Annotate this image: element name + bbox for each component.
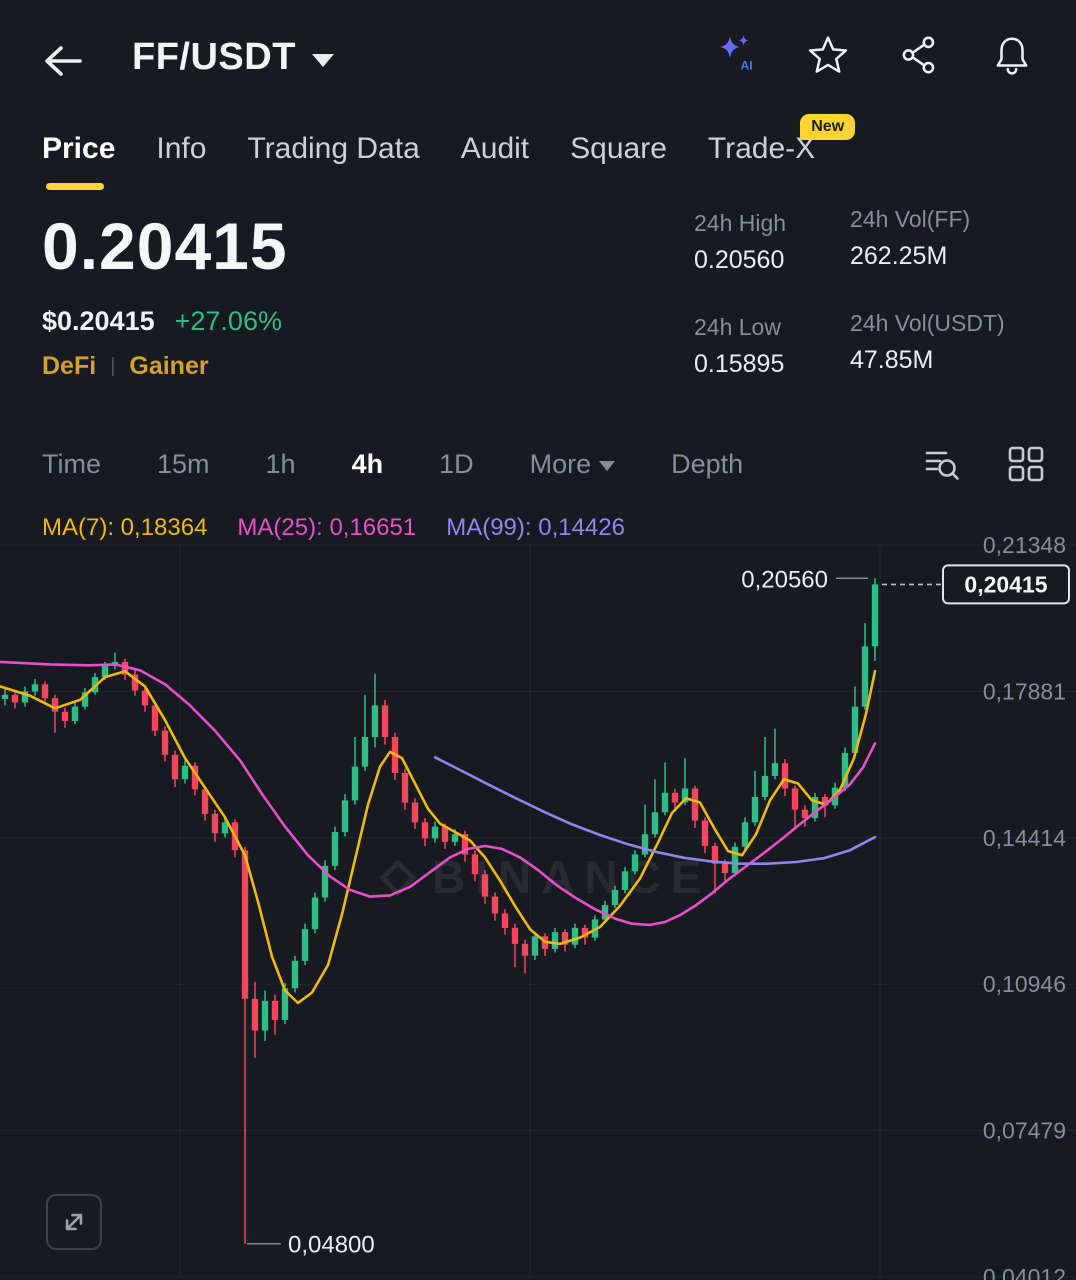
stat-24h-vol-usdt: 24h Vol(USDT) 47.85M <box>850 310 1005 375</box>
timeframe-15m[interactable]: 15m <box>157 448 210 479</box>
fullscreen-button[interactable] <box>46 1194 102 1250</box>
svg-text:0,21348: 0,21348 <box>983 532 1066 558</box>
tab-price[interactable]: Price <box>42 132 115 190</box>
notifications-button[interactable] <box>990 28 1034 82</box>
svg-text:0,10946: 0,10946 <box>983 971 1066 997</box>
stat-value: 47.85M <box>850 346 934 374</box>
stat-value: 0.15895 <box>694 350 785 378</box>
star-icon <box>808 36 848 73</box>
depth-toggle[interactable]: Depth <box>671 448 744 479</box>
stat-value: 262.25M <box>850 242 948 270</box>
new-badge: New <box>800 114 856 140</box>
tag-defi[interactable]: DeFi <box>42 352 97 380</box>
ma7-legend[interactable]: MA(7): 0,18364 <box>42 514 208 541</box>
layout-grid-icon[interactable] <box>1006 444 1046 484</box>
stat-label: 24h High <box>694 210 787 236</box>
ai-sparkle-icon: AI <box>720 35 753 72</box>
stat-value: 0.20560 <box>694 246 785 274</box>
tab-trade-x[interactable]: Trade-X New <box>707 114 856 190</box>
stat-label: 24h Vol(USDT) <box>850 310 1005 336</box>
tab-trade-x-label: Trade-X <box>707 132 816 165</box>
tab-info[interactable]: Info <box>156 132 207 165</box>
tab-bar: Price Info Trading Data Audit Square Tra… <box>42 114 856 190</box>
ma99-legend[interactable]: MA(99): 0,14426 <box>446 514 625 541</box>
tab-square[interactable]: Square <box>570 132 667 165</box>
chart-tool-icons <box>922 444 1046 484</box>
timeframe-time[interactable]: Time <box>42 448 101 479</box>
header-icons: AI <box>714 28 1034 82</box>
expand-icon <box>65 1213 83 1231</box>
svg-text:0,20560: 0,20560 <box>741 566 828 593</box>
timeframe-4h[interactable]: 4h <box>351 448 384 479</box>
svg-text:0,14414: 0,14414 <box>983 825 1066 851</box>
header: FF/USDT AI <box>0 30 1076 92</box>
stat-label: 24h Low <box>694 314 781 340</box>
back-button[interactable] <box>38 40 84 82</box>
back-arrow-icon <box>45 46 82 76</box>
pair-selector[interactable]: FF/USDT <box>132 36 334 79</box>
stat-24h-low: 24h Low 0.15895 <box>694 314 784 379</box>
svg-text:0,17881: 0,17881 <box>983 678 1066 704</box>
stat-24h-vol-ff: 24h Vol(FF) 262.25M <box>850 206 970 271</box>
bell-icon <box>996 37 1028 75</box>
svg-text:0,07479: 0,07479 <box>983 1118 1066 1144</box>
timeframe-more[interactable]: More <box>530 449 616 480</box>
share-icon <box>902 36 935 74</box>
timeframe-1d[interactable]: 1D <box>439 448 474 479</box>
tag-divider: | <box>110 355 116 377</box>
timeframe-1h[interactable]: 1h <box>265 448 296 479</box>
stat-24h-high: 24h High 0.20560 <box>694 210 786 275</box>
pair-dropdown-caret-icon <box>311 54 334 67</box>
indicators-icon[interactable] <box>922 444 962 484</box>
price-change-percent: +27.06% <box>174 306 282 336</box>
svg-text:0,04012: 0,04012 <box>983 1264 1066 1280</box>
tab-audit[interactable]: Audit <box>460 132 530 165</box>
fiat-price: $0.20415 <box>42 306 155 336</box>
timeframe-toolbar: Time 15m 1h 4h 1D More Depth <box>42 444 1046 484</box>
ai-assistant-button[interactable]: AI <box>714 28 758 82</box>
svg-text:0,20415: 0,20415 <box>964 571 1047 597</box>
stat-label: 24h Vol(FF) <box>850 206 971 232</box>
token-tags: DeFi | Gainer <box>42 352 209 381</box>
ai-icon-label: AI <box>741 58 753 72</box>
tag-gainer[interactable]: Gainer <box>129 352 209 380</box>
price-chart[interactable]: BINANCE0,213480,178810,144140,109460,074… <box>0 500 1076 1280</box>
ma25-legend[interactable]: MA(25): 0,16651 <box>237 514 417 541</box>
share-button[interactable] <box>898 28 942 82</box>
favorite-button[interactable] <box>806 28 850 82</box>
ma-legend: MA(7): 0,18364 MA(25): 0,16651 MA(99): 0… <box>42 514 625 542</box>
more-caret-icon <box>599 461 616 471</box>
price-sub-row: $0.20415 +27.06% <box>42 306 282 337</box>
tab-trading-data[interactable]: Trading Data <box>247 132 420 165</box>
last-price: 0.20415 <box>42 209 288 283</box>
pair-title: FF/USDT <box>132 36 296 78</box>
svg-text:0,04800: 0,04800 <box>288 1232 375 1259</box>
more-label: More <box>529 448 592 479</box>
